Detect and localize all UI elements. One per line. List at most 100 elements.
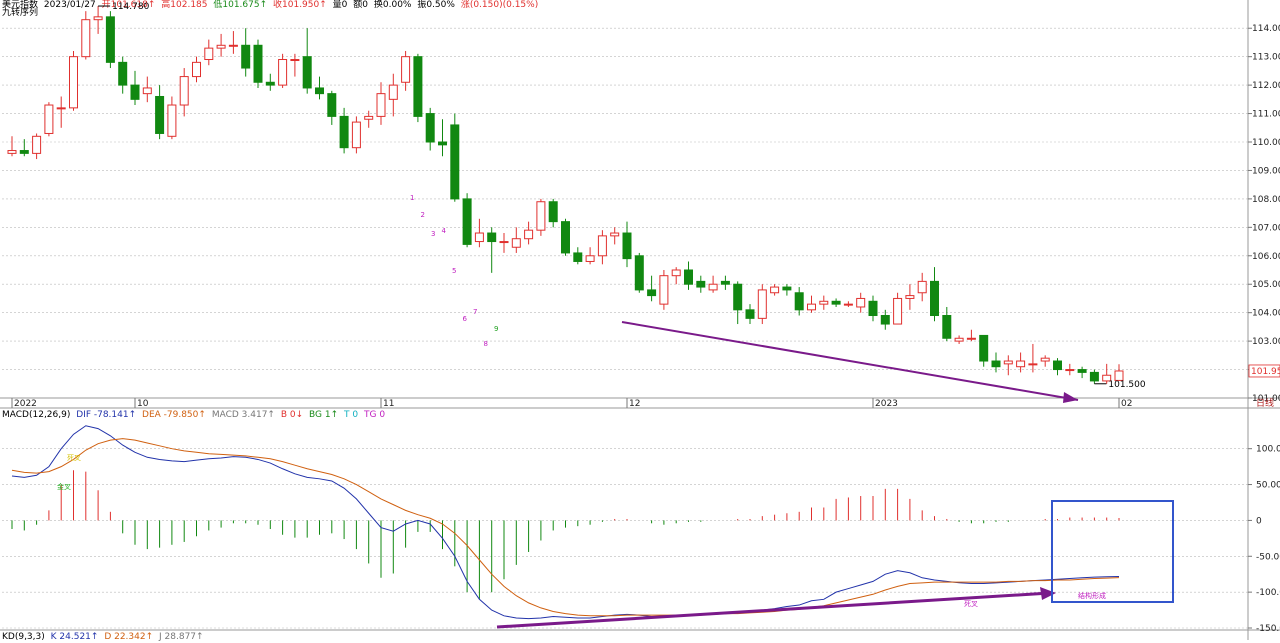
bg-value: BG 1↑ [309,410,339,420]
price-trend-line [621,321,1079,401]
candle-body [610,232,620,237]
candle-body [438,141,447,146]
candle-body [278,59,288,86]
candle [942,306,952,342]
candle-body [142,87,152,95]
candle [610,227,620,245]
candle-body [1053,360,1062,371]
candle [1065,363,1075,376]
price-tick-label: 110.000 [1252,138,1280,148]
candle [278,53,288,88]
candle [327,90,337,125]
candle-body [634,255,644,291]
candle [462,193,472,248]
candle [536,198,546,236]
nine-turn-labels: 1 2 3 4 5 67 89 [410,194,498,348]
candle-body [536,201,546,231]
b-value: B 0↓ [280,410,304,420]
candle [118,56,128,94]
nine-turn-label: 3 [431,230,435,238]
amplitude-value: 振0.50% [417,0,455,10]
macd-header: MACD(12,26,9) DIF -78.141↑ DEA -79.850↑ … [2,410,388,421]
candle-body [155,95,165,134]
candle [893,292,903,325]
candle [843,301,853,307]
candle-body [930,280,939,317]
amount-value: 额0 [353,0,368,10]
candle [524,221,534,245]
symbol-name: 美元指数 [2,0,39,10]
candle-body [253,44,263,83]
candle [216,33,226,57]
candle-body [425,113,435,143]
candle [425,107,435,151]
dif-line [11,425,1120,620]
candle [511,227,521,253]
candle [807,295,816,313]
candle-body [561,221,570,254]
candle-body [32,135,42,154]
candle [1028,343,1038,373]
dea-line [11,438,1120,617]
candle [930,267,939,322]
candle [868,295,878,322]
candle-body [745,309,755,319]
candle [708,275,718,293]
candle [130,70,140,106]
candle [757,284,767,325]
turnover-value: 换0.00% [373,0,412,10]
candle-body [327,93,337,117]
candle [1040,355,1050,367]
change-value: 涨(0.150)(0.15%) [460,0,539,10]
candle-body [856,297,866,308]
candle-body [647,289,657,297]
x-tick-label: 10 [137,399,149,409]
high-value: 高102.185 [161,0,208,10]
candle-body [880,315,890,325]
candle [585,247,595,265]
candle-body [782,286,792,291]
candle [733,281,743,325]
period-label: 日线 [1256,397,1274,409]
candle [56,96,66,128]
candle [7,136,17,157]
candle [966,329,976,342]
candle-body [1102,374,1112,382]
nine-turn-label: 9 [494,325,498,333]
candle-body [770,286,780,294]
candle-body [671,269,681,277]
candle-body [733,283,743,311]
candle-body [843,303,853,306]
nine-turn-label: 2 [421,211,425,219]
macd-tick-label: -100.00 [1256,588,1280,598]
candle [1003,355,1013,376]
j-value: J 28.877↑ [159,632,204,642]
candle [265,73,275,91]
structure-formed-label: 结构形成 [1078,591,1106,600]
candle-body [265,81,275,86]
candle-body [1028,363,1038,366]
candle-body [597,235,607,257]
macd-tick-label: 100.00 [1256,445,1280,455]
candle [450,113,460,202]
t-value: T 0 [344,410,359,420]
candle-body [905,295,915,299]
candle-body [819,300,829,305]
candle-body [1016,360,1026,368]
price-tick-label: 112.000 [1252,81,1280,91]
open-value: 开101.618↑ [101,0,156,10]
candle [376,82,386,125]
candle [917,272,927,302]
price-tick-label: 103.000 [1252,337,1280,347]
candle [474,218,484,248]
candle-body [622,232,632,260]
candle-body [179,76,189,106]
macd-lines [11,425,1120,620]
candle-body [130,84,140,100]
candle [315,76,324,100]
candle [684,261,693,290]
macd-tick-label: 50.00 [1256,481,1280,491]
